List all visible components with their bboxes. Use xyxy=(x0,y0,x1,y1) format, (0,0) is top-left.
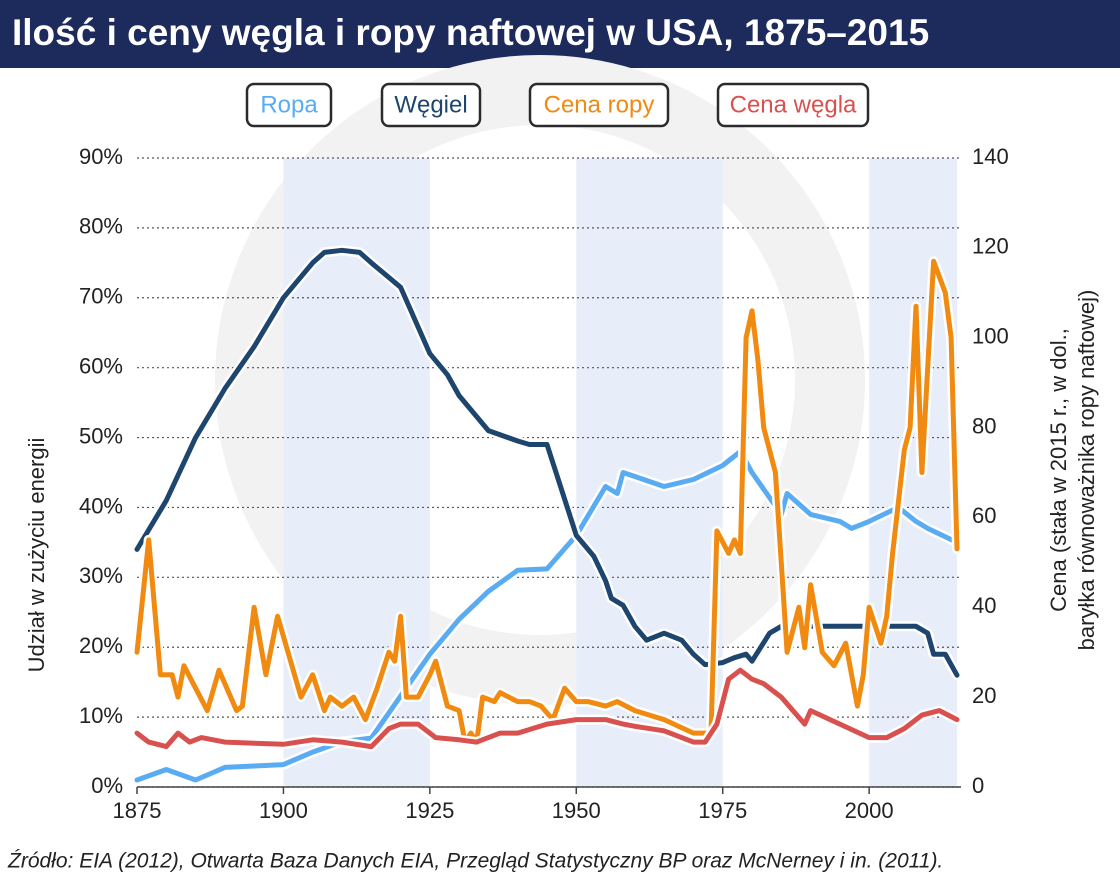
y2-tick-label: 20 xyxy=(972,683,996,708)
legend-label: Węgiel xyxy=(394,91,467,118)
legend-box xyxy=(380,82,482,128)
legend-box xyxy=(716,82,870,128)
y2-axis-label: Cena (stała w 2015 r., w dol., xyxy=(1046,328,1071,612)
y2-tick-label: 100 xyxy=(972,324,1009,349)
y-tick-label: 10% xyxy=(79,703,123,728)
legend-label: Cena ropy xyxy=(544,91,655,118)
y2-tick-label: 40 xyxy=(972,593,996,618)
y2-tick-label: 80 xyxy=(972,413,996,438)
x-tick-label: 1925 xyxy=(405,798,454,823)
y-tick-label: 40% xyxy=(79,493,123,518)
y-tick-label: 0% xyxy=(91,773,123,798)
line xyxy=(134,667,960,750)
y-tick-label: 60% xyxy=(79,353,123,378)
y-tick-label: 70% xyxy=(79,284,123,309)
shaded-band xyxy=(869,158,957,787)
x-tick-label: 1900 xyxy=(259,798,308,823)
y2-tick-label: 60 xyxy=(972,503,996,528)
source: Źródło: EIA (2012), Otwarta Baza Danych … xyxy=(7,850,943,873)
legend-label: Cena węgla xyxy=(730,91,857,118)
chart-title: Ilość i ceny węgla i ropy naftowej w USA… xyxy=(12,12,929,53)
y-axis-label: Udział w zużyciu energii xyxy=(24,438,49,673)
legend-label: Ropa xyxy=(260,91,318,118)
legend-box xyxy=(245,82,333,128)
legend-box xyxy=(528,82,670,128)
y2-tick-label: 120 xyxy=(972,234,1009,259)
y2-tick-label: 140 xyxy=(972,144,1009,169)
line xyxy=(134,449,960,783)
y-tick-label: 20% xyxy=(79,633,123,658)
x-tick-label: 1875 xyxy=(113,798,162,823)
x-tick-label: 1975 xyxy=(698,798,747,823)
x-tick-label: 1950 xyxy=(552,798,601,823)
line xyxy=(134,258,960,745)
y-tick-label: 30% xyxy=(79,563,123,588)
y-tick-label: 80% xyxy=(79,214,123,239)
y2-axis-label: baryłka równoważnika ropy naftowej) xyxy=(1074,290,1099,651)
y2-tick-label: 0 xyxy=(972,773,984,798)
x-tick-label: 2000 xyxy=(845,798,894,823)
y-tick-label: 50% xyxy=(79,423,123,448)
y-tick-label: 90% xyxy=(79,144,123,169)
